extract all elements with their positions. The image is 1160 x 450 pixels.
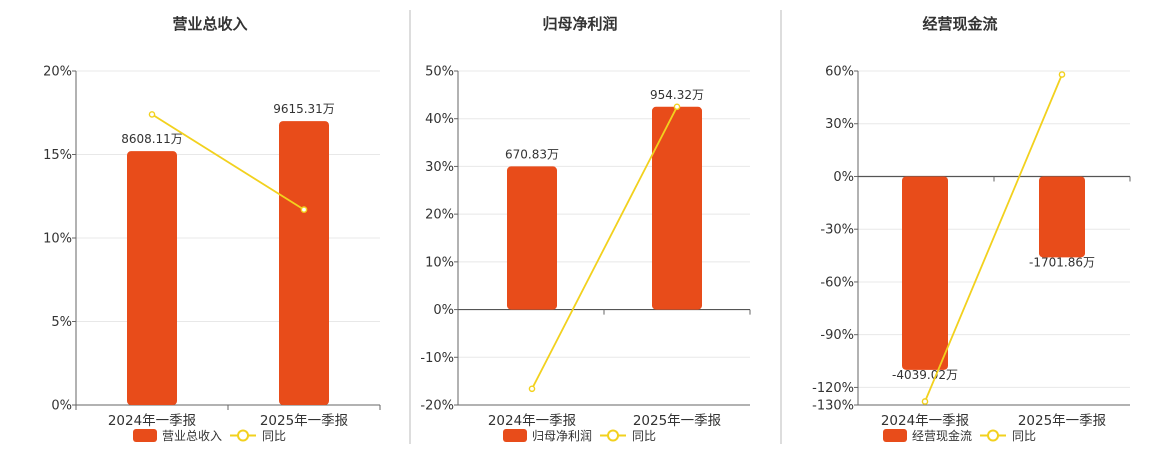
y-tick-label: 0% [433,303,454,318]
legend-label-line: 同比 [632,429,656,443]
y-tick-label: 15% [43,148,72,163]
bar [902,176,948,370]
bar [507,166,557,310]
y-tick-label: 30% [425,160,454,175]
legend-label-line: 同比 [1012,429,1036,443]
x-category-label: 2025年一季报 [1018,413,1106,429]
bar [127,151,177,405]
chart-panel-1: 营业总收入 0% 5% 10% 15% 20% 8608.11万 9615.31万 2024年一… [43,15,381,443]
y-tick-label: 20% [425,208,454,223]
legend-swatch-bar [503,429,527,442]
legend-label-line: 同比 [262,429,286,443]
legend-swatch-marker [987,429,1000,442]
legend-label-bar: 经营现金流 [912,428,972,443]
x-category-label: 2024年一季报 [881,413,969,429]
chart-title: 归母净利润 [542,15,617,33]
chart-title: 经营现金流 [922,15,997,33]
yoy-point [921,398,929,405]
chart-panel-3: 经营现金流 -130% -120% -90% -60% -30% 0% 30% 60% -4039… [812,15,1131,443]
yoy-point [300,206,308,213]
legend-swatch-bar [883,429,907,442]
legend-label-bar: 归母净利润 [532,429,592,443]
yoy-point [528,385,536,393]
bar [652,106,702,310]
yoy-line [531,106,678,390]
y-tick-label: -20% [420,399,454,414]
y-tick-label: -60% [820,275,854,290]
y-tick-label: 10% [425,255,454,270]
yoy-point [673,103,681,111]
bar-value-label: -4039.02万 [892,368,958,382]
y-tick-label: -120% [812,381,854,396]
y-tick-label: 30% [825,117,854,132]
x-category-label: 2024年一季报 [488,413,576,429]
y-tick-label: 60% [825,65,854,80]
legend-swatch-marker [607,429,620,442]
yoy-line [151,113,305,211]
y-tick-label: 40% [425,112,454,127]
bar-value-label: 954.32万 [650,88,704,102]
bar-value-label: -1701.86万 [1029,255,1095,269]
y-tick-label: 20% [43,65,72,80]
y-tick-label: 0% [51,399,72,414]
bar-value-label: 8608.11万 [121,132,183,146]
x-category-label: 2025年一季报 [260,413,348,429]
x-category-label: 2025年一季报 [633,413,721,429]
y-tick-label: -130% [812,399,854,414]
bar [279,121,329,405]
legend-label-bar: 营业总收入 [162,429,222,443]
legend-swatch-bar [133,429,157,442]
bar-value-label: 670.83万 [505,147,559,161]
y-tick-label: 5% [51,315,72,330]
bar [1039,176,1085,258]
y-tick-label: 50% [425,65,454,80]
bar-value-label: 9615.31万 [273,102,335,116]
chart-panel-2: 归母净利润 -20% -10% 0% 10% 20% 30% 40% 50% 670.83万 954… [420,15,751,443]
y-tick-label: -10% [420,351,454,366]
y-tick-label: -90% [820,328,854,343]
y-tick-label: -30% [820,223,854,238]
y-tick-label: 0% [833,170,854,185]
chart-title: 营业总收入 [172,15,247,33]
y-tick-label: 10% [43,232,72,247]
yoy-point [148,111,156,118]
yoy-point [1058,71,1066,78]
yoy-line [924,74,1063,402]
x-category-label: 2024年一季报 [108,413,196,429]
legend-swatch-marker [237,429,250,442]
